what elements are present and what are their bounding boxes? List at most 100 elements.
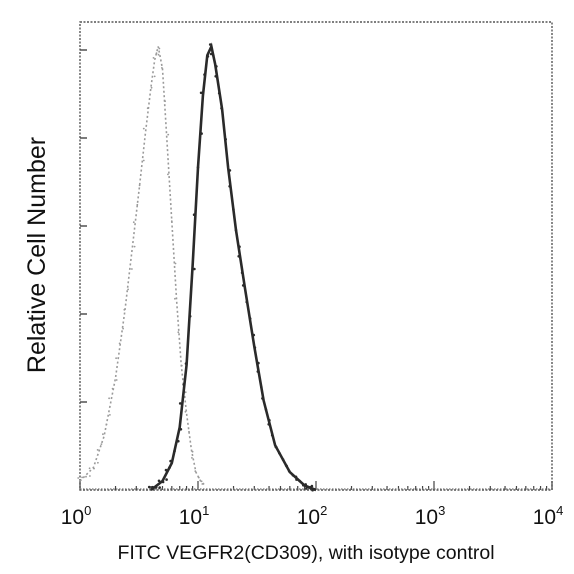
- series-point: [164, 100, 167, 103]
- series-point: [200, 480, 203, 483]
- series-point: [77, 477, 80, 479]
- series-point: [184, 391, 187, 394]
- series-point: [270, 433, 274, 437]
- series-point: [153, 75, 156, 78]
- series-point: [191, 457, 193, 459]
- series-point: [136, 203, 139, 206]
- series-point: [241, 284, 245, 287]
- series-point: [105, 423, 108, 426]
- series-point: [197, 476, 200, 479]
- series-point: [173, 449, 176, 453]
- series-point: [109, 414, 111, 416]
- series-point: [122, 327, 124, 330]
- series-point: [151, 485, 154, 489]
- series-point: [184, 362, 188, 365]
- series-point: [111, 387, 114, 390]
- series-point: [291, 474, 295, 477]
- series-point: [168, 466, 171, 469]
- series-point: [133, 245, 136, 248]
- series-point: [177, 331, 180, 334]
- series-point: [85, 475, 87, 478]
- series-point: [234, 228, 238, 232]
- series-point: [96, 449, 99, 451]
- series-point: [287, 469, 291, 473]
- series-point: [178, 402, 182, 405]
- series-point: [240, 271, 244, 275]
- series-point: [102, 433, 104, 436]
- series-point: [108, 397, 110, 400]
- series-point: [115, 357, 117, 360]
- series-point: [268, 419, 271, 422]
- series-point: [161, 67, 163, 69]
- series-point: [89, 475, 91, 477]
- series-point: [253, 346, 257, 349]
- series-point: [284, 464, 288, 467]
- series-point: [180, 364, 183, 367]
- series-point: [142, 127, 145, 130]
- series-point: [310, 484, 314, 488]
- series-point: [220, 106, 223, 110]
- series-point: [123, 308, 126, 311]
- series-point: [203, 73, 206, 76]
- series-point: [206, 55, 210, 58]
- series-point: [298, 479, 302, 483]
- series-point: [118, 342, 121, 345]
- series-point: [138, 184, 141, 187]
- series-point: [154, 486, 158, 489]
- series-point: [191, 450, 194, 453]
- series-point: [304, 483, 308, 486]
- series-point: [174, 262, 177, 265]
- series-point: [81, 476, 83, 479]
- x-tick-label: 101: [179, 503, 210, 529]
- series-point: [214, 75, 217, 78]
- series-point: [224, 138, 227, 141]
- series-point: [152, 57, 155, 59]
- series-point: [302, 484, 305, 487]
- x-tick-label: 102: [297, 503, 328, 529]
- series-point: [146, 107, 149, 110]
- series-point: [311, 488, 314, 492]
- x-axis-title: FITC VEGFR2(CD309), with isotype control: [117, 542, 494, 564]
- series-point: [167, 133, 170, 136]
- series-point: [208, 43, 212, 46]
- series-point: [164, 468, 168, 472]
- series-point: [147, 485, 151, 489]
- series-point: [170, 220, 173, 223]
- series-point: [260, 385, 263, 389]
- series-point: [261, 397, 264, 400]
- series-point: [165, 478, 168, 481]
- series-point: [201, 483, 204, 485]
- series-point: [248, 317, 252, 320]
- series-point: [161, 480, 165, 484]
- series-point: [174, 297, 176, 300]
- series-point: [237, 254, 240, 258]
- series-point: [196, 166, 200, 169]
- series-isotype-control: [77, 46, 206, 487]
- series-point: [294, 475, 298, 479]
- series-point: [88, 467, 91, 470]
- series-point: [232, 208, 235, 211]
- series-point: [100, 443, 103, 445]
- series-point: [217, 92, 221, 95]
- series-point: [199, 91, 203, 95]
- series-point: [245, 300, 248, 304]
- series-point: [256, 370, 260, 373]
- series-point: [267, 423, 271, 426]
- series-point: [184, 410, 187, 413]
- series-point: [132, 221, 135, 224]
- series-outline: [79, 46, 206, 487]
- series-point: [127, 288, 129, 291]
- series-point: [252, 333, 256, 337]
- series-point: [169, 459, 172, 463]
- series-point: [238, 245, 241, 248]
- series-point: [188, 315, 192, 318]
- x-tick-label: 103: [415, 503, 446, 529]
- series-point: [142, 159, 145, 162]
- series-point: [97, 461, 99, 464]
- series-point: [228, 185, 231, 188]
- series-point: [194, 470, 197, 472]
- series-point: [212, 54, 215, 57]
- series-point: [177, 439, 180, 443]
- series-point: [158, 486, 161, 489]
